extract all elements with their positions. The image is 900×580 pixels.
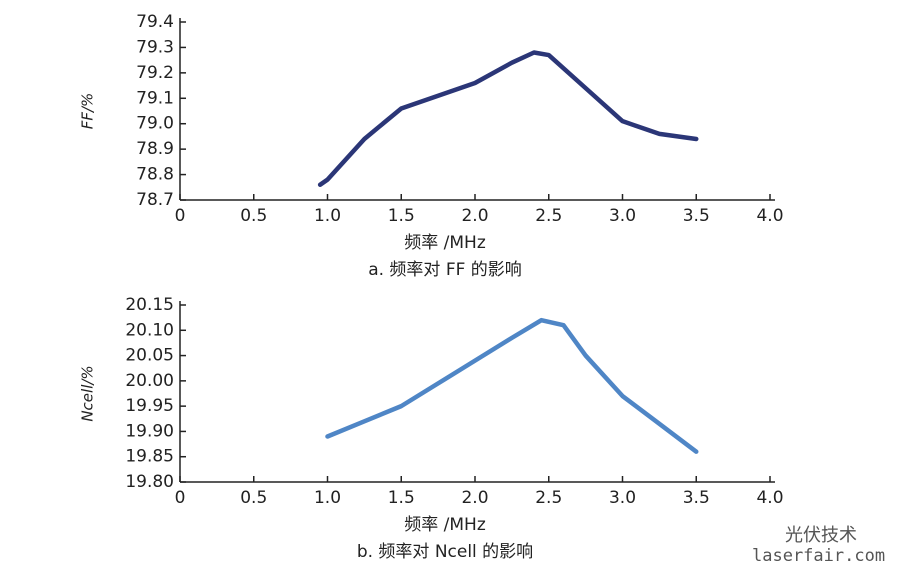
y-tick-label: 79.3 [136,37,174,57]
y-tick-label: 20.05 [125,346,174,366]
caption: b. 频率对 Ncell 的影响 [357,542,533,562]
x-tick-label: 3.5 [683,206,710,226]
x-tick-label: 1.5 [388,206,415,226]
x-axis-label: 频率 /MHz [404,233,486,253]
y-tick-label: 79.4 [136,12,174,32]
x-tick-label: 3.0 [609,488,636,508]
x-axis-label: 频率 /MHz [404,515,486,535]
x-tick-label: 0.5 [240,488,267,508]
watermark-site: laserfair.com [752,546,885,566]
y-tick-label: 20.15 [125,295,174,315]
y-tick-label: 79.1 [136,88,174,108]
x-tick-label: 2.0 [461,206,488,226]
x-tick-label: 1.5 [388,488,415,508]
caption: a. 频率对 FF 的影响 [368,260,522,280]
x-tick-label: 0 [175,488,186,508]
x-tick-label: 4.0 [756,206,783,226]
y-tick-label: 79.2 [136,63,174,83]
y-tick-label: 20.00 [125,371,174,391]
x-tick-label: 2.0 [461,488,488,508]
y-tick-label: 79.0 [136,114,174,134]
y-tick-label: 19.95 [125,396,174,416]
x-tick-label: 3.5 [683,488,710,508]
y-tick-label: 19.85 [125,447,174,467]
data-line [317,50,699,187]
y-tick-label: 78.8 [136,165,174,185]
data-line [325,317,699,454]
y-axis-label: Ncell/% [79,365,97,421]
y-tick-label: 78.9 [136,139,174,159]
y-axis-label: FF/% [79,93,97,130]
y-tick-label: 20.10 [125,320,174,340]
watermark-brand: 光伏技术 [785,525,857,546]
x-tick-label: 1.0 [314,206,341,226]
x-tick-label: 3.0 [609,206,636,226]
y-tick-label: 19.90 [125,421,174,441]
y-tick-label: 78.7 [136,190,174,210]
x-tick-label: 0.5 [240,206,267,226]
y-tick-label: 19.80 [125,472,174,492]
x-tick-label: 2.5 [535,488,562,508]
x-tick-label: 2.5 [535,206,562,226]
x-tick-label: 1.0 [314,488,341,508]
x-tick-label: 4.0 [756,488,783,508]
x-tick-label: 0 [175,206,186,226]
